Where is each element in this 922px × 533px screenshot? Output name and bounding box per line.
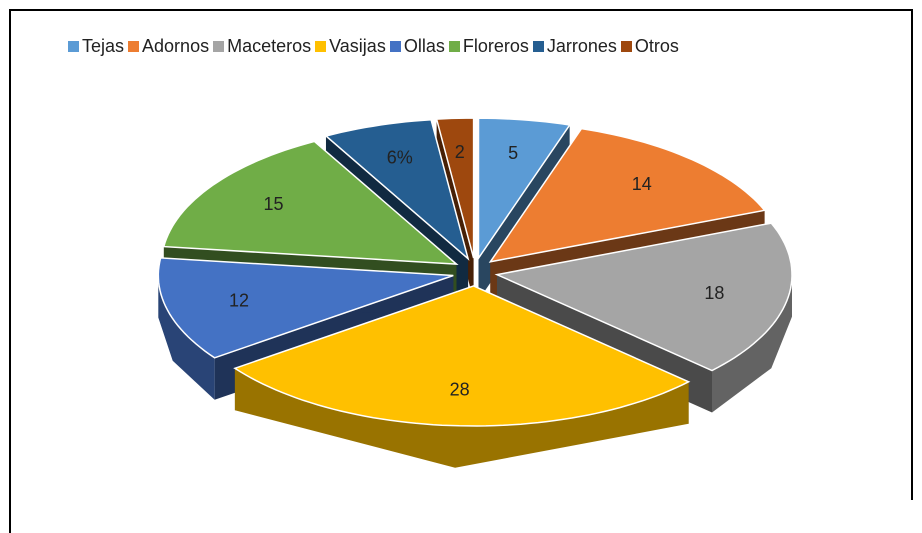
- data-label: 2: [455, 142, 465, 162]
- slice-top: [233, 285, 691, 427]
- slice-side: [158, 275, 215, 400]
- legend-label: Floreros: [462, 36, 529, 56]
- legend-item: Jarrones: [532, 36, 617, 56]
- legend-label: Adornos: [142, 36, 210, 56]
- data-label: 5: [508, 143, 518, 163]
- slice-top: [488, 127, 767, 263]
- legend-swatch: [68, 40, 79, 52]
- legend-swatch: [213, 40, 225, 52]
- slice-top: [162, 140, 459, 266]
- legend-swatch: [315, 40, 327, 52]
- legend-swatch: [448, 40, 460, 52]
- slice-top: [477, 117, 571, 261]
- legend-item: Adornos: [128, 36, 209, 56]
- legend-swatch: [389, 40, 401, 52]
- slice: [233, 285, 691, 468]
- slice-top: [494, 222, 793, 372]
- data-label: 15: [263, 194, 283, 214]
- legend-label: Jarrones: [546, 36, 617, 56]
- legend: Tejas Adornos Maceteros Vasijas Ollas Florero…: [68, 36, 838, 56]
- legend-item: Vasijas: [315, 36, 386, 56]
- data-label: 14: [632, 174, 652, 194]
- data-label: 28: [450, 380, 470, 400]
- legend-item: Otros: [620, 36, 679, 56]
- legend-item: Maceteros: [213, 36, 311, 56]
- legend-swatch: [128, 40, 140, 52]
- slice-side: [712, 274, 792, 413]
- slice-top: [435, 117, 475, 259]
- data-label: 12: [229, 290, 249, 310]
- data-label: 18: [704, 283, 724, 303]
- slice-top: [157, 257, 454, 359]
- legend-label: Ollas: [403, 36, 445, 56]
- legend-label: Vasijas: [329, 36, 386, 56]
- legend-label: Tejas: [82, 36, 125, 56]
- frame: [9, 9, 913, 533]
- slice-top: [324, 119, 470, 261]
- slice-side: [234, 368, 689, 468]
- legend-swatch: [532, 40, 544, 52]
- legend-label: Otros: [634, 36, 679, 56]
- legend-label: Maceteros: [227, 36, 312, 56]
- legend-item: Ollas: [389, 36, 445, 56]
- data-label: 6%: [387, 148, 413, 168]
- legend-item: Floreros: [448, 36, 529, 56]
- legend-item: Tejas: [68, 36, 124, 56]
- legend-swatch: [620, 40, 632, 52]
